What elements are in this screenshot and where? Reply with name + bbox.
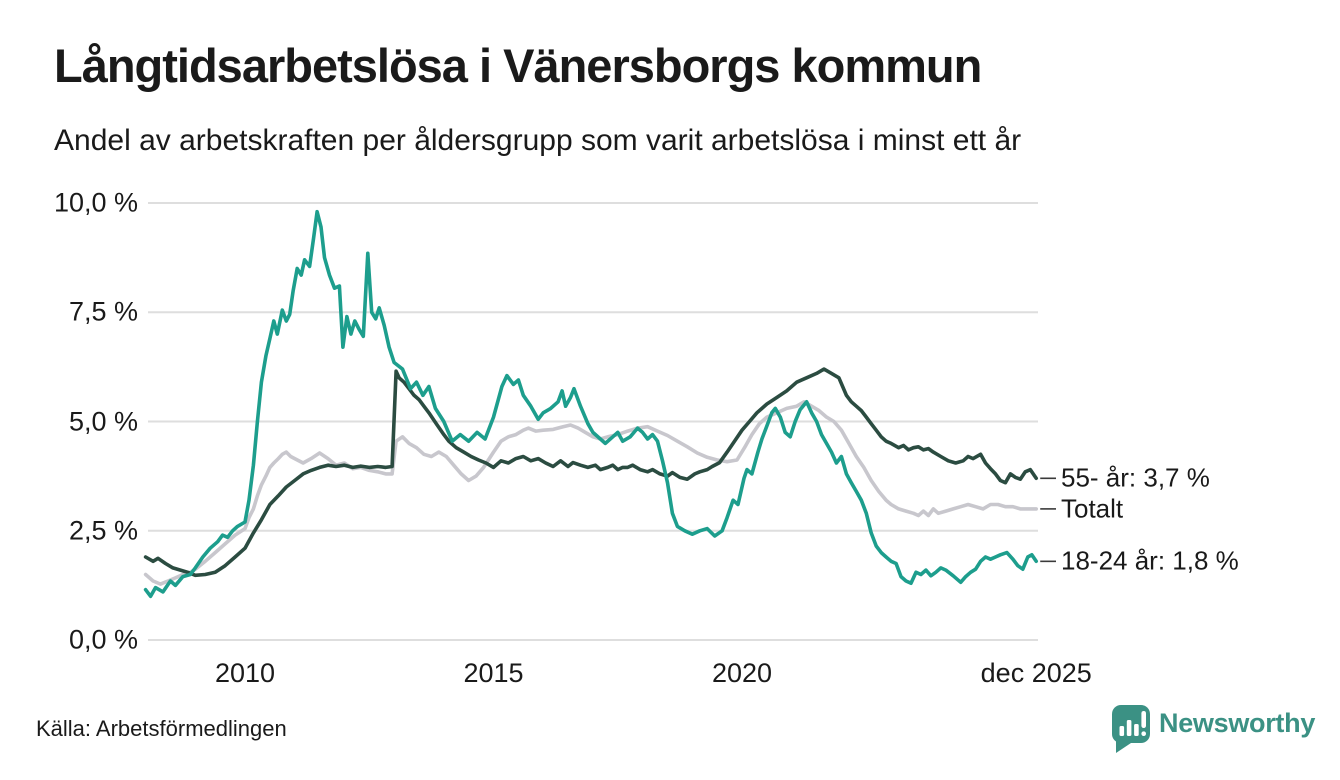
y-tick-label: 5,0 % [68, 406, 138, 436]
newsworthy-wordmark: Newsworthy [1159, 708, 1316, 738]
x-tick-label: 2015 [463, 658, 524, 688]
x-tick-label: 2010 [214, 658, 276, 688]
source-note: Källa: Arbetsförmedlingen [36, 716, 287, 741]
page-subtitle: Andel av arbetskraften per åldersgrupp s… [54, 124, 1022, 157]
y-tick-label: 7,5 % [68, 296, 138, 327]
y-tick-label: 10,0 % [53, 187, 138, 218]
page-title: Långtidsarbetslösa i Vänersborgs kommun [54, 39, 982, 92]
x-tick-label: dec 2025 [980, 658, 1092, 688]
series-line-55-r [143, 367, 1038, 578]
series-end-label-55-r: 55- år: 3,7 % [1061, 462, 1210, 493]
newsworthy-bubble-chart-icon [1112, 705, 1150, 753]
newsworthy-logo: Newsworthy [1112, 703, 1315, 753]
series-line-totalt [143, 399, 1038, 586]
x-tick-label: 2020 [711, 658, 773, 688]
series-end-label-totalt: Totalt [1061, 493, 1124, 524]
series-end-label-18-24-r: 18-24 år: 1,8 % [1061, 545, 1239, 576]
y-tick-label: 2,5 % [68, 515, 138, 546]
series-line-18-24-r [143, 209, 1038, 599]
y-tick-label: 0,0 % [68, 624, 138, 655]
